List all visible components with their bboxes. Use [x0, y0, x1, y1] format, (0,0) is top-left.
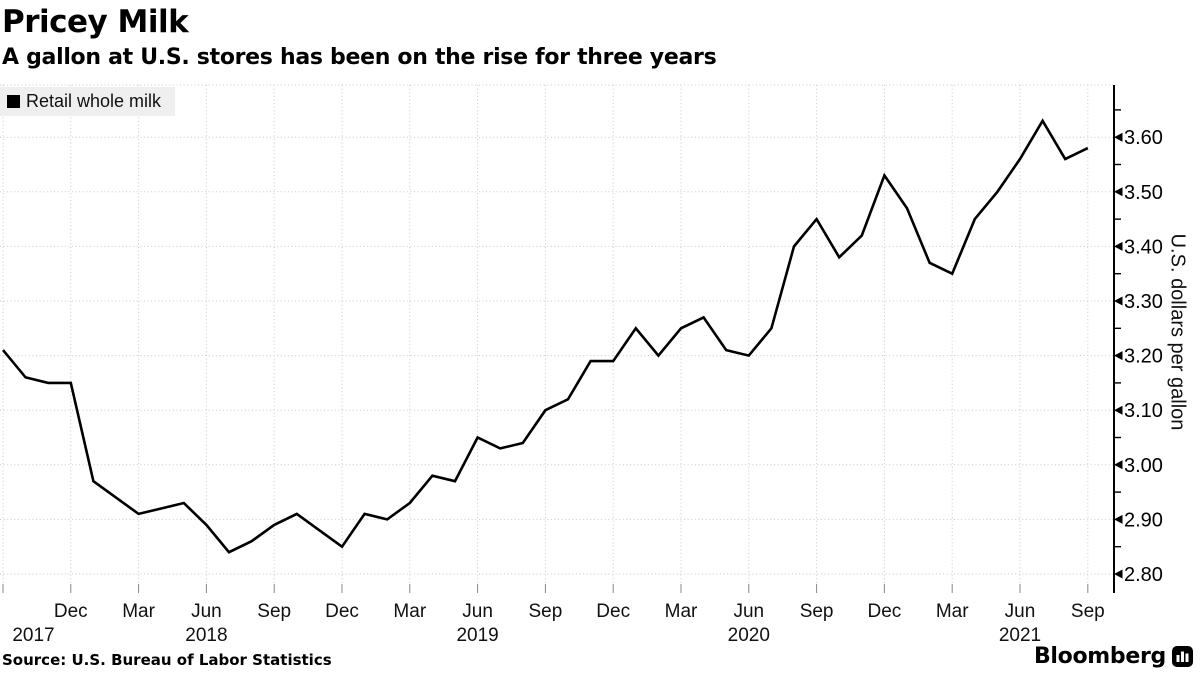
- svg-text:Mar: Mar: [936, 601, 969, 622]
- svg-text:Jun: Jun: [462, 601, 493, 622]
- svg-text:Jun: Jun: [1005, 601, 1036, 622]
- y-tick-arrow-icon: [1114, 241, 1123, 251]
- y-tick-arrow-icon: [1114, 132, 1123, 142]
- chart-title: Pricey Milk: [2, 4, 189, 40]
- legend-swatch-icon: [7, 95, 20, 108]
- svg-text:Mar: Mar: [665, 601, 698, 622]
- svg-text:2018: 2018: [185, 625, 227, 646]
- legend-label: Retail whole milk: [26, 91, 162, 111]
- svg-text:2017: 2017: [12, 625, 54, 646]
- svg-text:2019: 2019: [456, 625, 498, 646]
- gridlines-horizontal: [0, 84, 1113, 575]
- svg-text:3.40: 3.40: [1124, 236, 1163, 258]
- svg-text:Dec: Dec: [596, 601, 630, 622]
- y-tick-arrow-icon: [1114, 405, 1123, 415]
- svg-text:Sep: Sep: [800, 601, 834, 622]
- svg-text:2.90: 2.90: [1124, 509, 1163, 531]
- y-tick-arrow-icon: [1114, 569, 1123, 579]
- svg-text:3.60: 3.60: [1124, 127, 1163, 149]
- svg-text:Jun: Jun: [733, 601, 764, 622]
- legend: Retail whole milk: [0, 87, 176, 116]
- gridlines-vertical: [2, 85, 1089, 592]
- svg-text:Dec: Dec: [325, 601, 359, 622]
- svg-text:Mar: Mar: [393, 601, 426, 622]
- svg-text:Sep: Sep: [257, 601, 291, 622]
- price-line: [1, 118, 1089, 554]
- y-tick-arrow-icon: [1114, 460, 1123, 470]
- y-tick-arrow-icon: [1114, 514, 1123, 524]
- svg-text:Jun: Jun: [191, 601, 222, 622]
- svg-text:2020: 2020: [728, 625, 770, 646]
- source-text: Source: U.S. Bureau of Labor Statistics: [2, 651, 332, 669]
- svg-text:Sep: Sep: [1071, 601, 1105, 622]
- svg-text:3.30: 3.30: [1124, 291, 1163, 313]
- y-tick-arrow-icon: [1114, 187, 1123, 197]
- bloomberg-logo-icon: [1172, 646, 1193, 667]
- svg-text:3.20: 3.20: [1124, 346, 1163, 368]
- svg-text:3.10: 3.10: [1124, 400, 1163, 422]
- y-axis-title: U.S. dollars per gallon: [1166, 233, 1189, 431]
- bloomberg-wordmark: Bloomberg: [1033, 644, 1166, 669]
- svg-text:3.00: 3.00: [1124, 455, 1163, 477]
- svg-text:Dec: Dec: [54, 601, 88, 622]
- x-axis: Dec Mar Jun Sep Dec Mar Jun Sep Dec Mar Jun Sep Dec M…: [2, 584, 1105, 646]
- svg-text:Dec: Dec: [868, 601, 902, 622]
- svg-text:2.80: 2.80: [1124, 564, 1163, 586]
- y-tick-arrow-icon: [1114, 351, 1123, 361]
- svg-text:Mar: Mar: [122, 601, 155, 622]
- svg-text:Sep: Sep: [528, 601, 562, 622]
- svg-text:2021: 2021: [999, 625, 1041, 646]
- y-tick-arrow-icon: [1114, 296, 1123, 306]
- bloomberg-logo: Bloomberg: [1034, 644, 1193, 669]
- svg-text:3.50: 3.50: [1124, 182, 1163, 204]
- y-axis: 2.80 2.90 3.00 3.10 3.20 3.30 3.40 3.50 3.60: [1113, 85, 1163, 593]
- chart-subtitle: A gallon at U.S. stores has been on the …: [2, 45, 717, 70]
